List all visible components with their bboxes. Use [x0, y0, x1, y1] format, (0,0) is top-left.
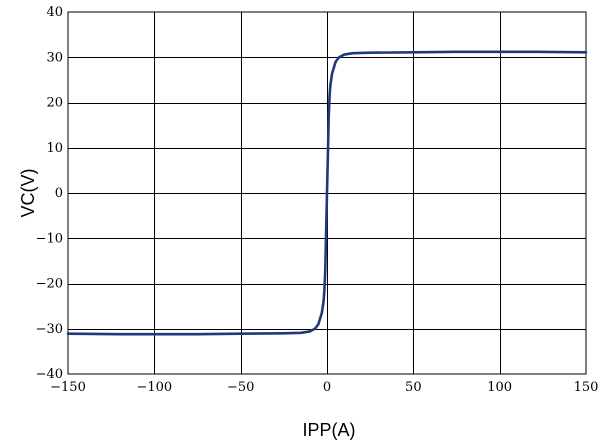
y-axis-ticks: −40 −30 −20 −10 0 10 20 30 40 — [36, 5, 63, 382]
y-tick-label: −30 — [36, 322, 63, 337]
y-tick-label: −20 — [36, 277, 63, 292]
y-tick-label: 20 — [46, 96, 63, 111]
x-axis-title: IPP(A) — [302, 420, 355, 440]
x-tick-label: −100 — [136, 380, 172, 395]
x-tick-label: −50 — [227, 380, 254, 395]
y-axis-title: VC(V) — [18, 169, 38, 218]
x-tick-label: 50 — [405, 380, 422, 395]
x-tick-label: 150 — [574, 380, 599, 395]
y-tick-label: 30 — [46, 50, 63, 65]
x-tick-label: −150 — [50, 380, 86, 395]
y-tick-label: −10 — [36, 231, 63, 246]
plot-frame — [67, 11, 587, 375]
series-layer — [66, 50, 588, 336]
y-tick-label: 0 — [55, 186, 63, 201]
y-tick-label: 10 — [46, 141, 63, 156]
x-axis-ticks: −150 −100 −50 0 50 100 150 — [50, 380, 598, 395]
series-line — [66, 50, 588, 336]
y-tick-label: 40 — [46, 5, 63, 20]
x-tick-label: 0 — [323, 380, 331, 395]
y-tick-label: −40 — [36, 367, 63, 382]
x-tick-label: 100 — [487, 380, 512, 395]
